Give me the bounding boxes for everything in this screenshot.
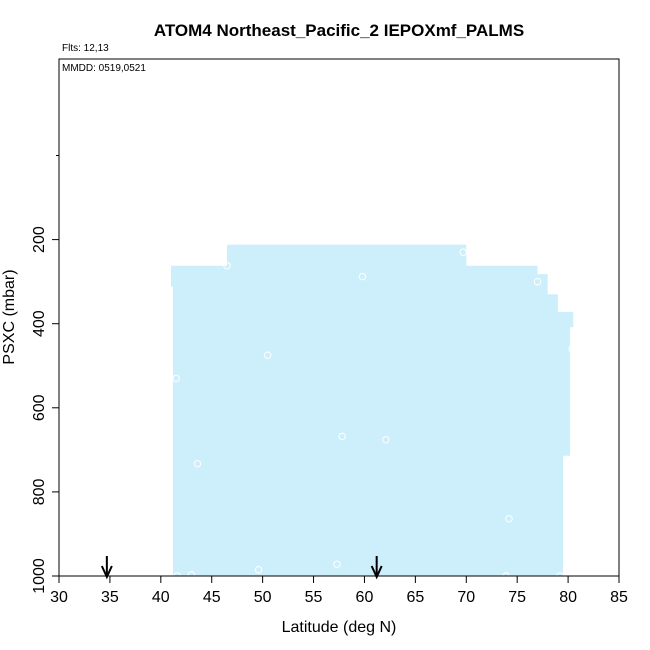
data-point [505,515,513,523]
flight-arrow [100,556,113,580]
data-point [333,560,341,568]
x-tick-label: 30 [50,589,68,606]
x-tick-label: 85 [610,589,628,606]
data-point [193,460,202,468]
y-tick-label: 200 [31,226,48,253]
x-tick-label: 40 [152,589,170,606]
y-tick-label: 600 [31,394,48,421]
plot-area [100,244,576,580]
data-point [568,345,576,353]
y-axis: 200 400 600 800 1000 [31,155,60,594]
flights-label: Flts: 12,13 [62,43,109,54]
x-tick-label: 35 [101,589,119,606]
x-tick-label: 70 [457,589,475,606]
y-tick-label: 800 [31,478,48,505]
coverage-area [171,244,574,576]
x-tick-label: 60 [356,589,374,606]
flight-arrow [370,556,383,580]
data-point [264,351,272,359]
data-point [254,566,263,574]
y-axis-label: PSXC (mbar) [1,269,18,364]
mmdd-label: MMDD: 0519,0521 [62,63,146,74]
chart-title: ATOM4 Northeast_Pacific_2 IEPOXmf_PALMS [154,21,524,40]
data-point [382,436,390,444]
data-point [459,248,467,256]
x-axis-label: Latitude (deg N) [282,619,397,636]
x-tick-label: 45 [203,589,221,606]
data-point [358,272,367,281]
x-tick-label: 50 [254,589,272,606]
x-tick-label: 55 [305,589,323,606]
data-point [187,571,196,579]
x-tick-label: 75 [508,589,526,606]
x-tick-label: 80 [559,589,577,606]
data-point [338,432,346,441]
x-tick-label: 65 [406,589,424,606]
x-axis: 30 35 40 45 50 55 60 65 70 75 80 85 [50,575,628,606]
data-point [533,278,542,286]
y-tick-label: 1000 [31,558,48,594]
data-point [172,374,180,383]
data-point [223,262,231,270]
y-tick-label: 400 [31,310,48,337]
